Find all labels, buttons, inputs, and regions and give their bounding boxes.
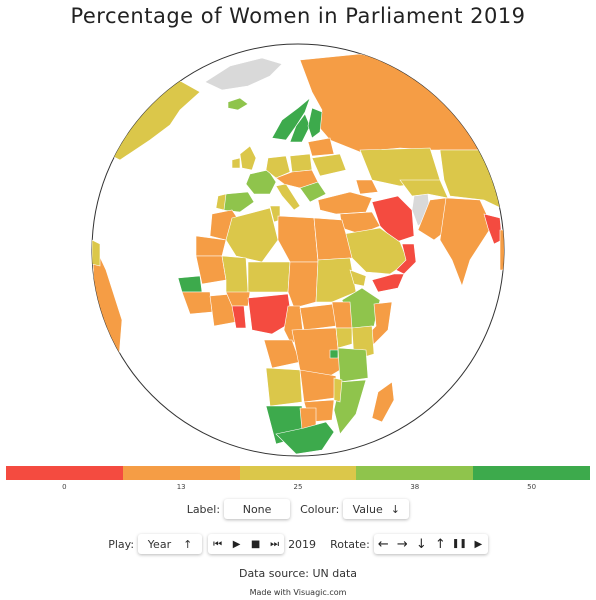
region-sudan[interactable]: [315, 257, 357, 303]
region-car[interactable]: [299, 303, 337, 331]
region-south-africa[interactable]: [275, 421, 335, 455]
playback-buttons: ⏮ ▶ ■ ⏭: [208, 534, 285, 554]
color-legend: [6, 466, 590, 480]
legend-swatch: [122, 466, 240, 480]
legend-swatch: [473, 466, 590, 480]
region-sweden[interactable]: [289, 113, 311, 143]
legend-ticks: 0 13 25 38 50: [6, 483, 590, 495]
region-eritrea[interactable]: [349, 269, 367, 287]
play-rotate-controls: Play: Year ↑ ⏮ ▶ ■ ⏭ 2019 Rotate: ← → ↓ …: [0, 534, 596, 554]
rotate-play-icon[interactable]: ▶: [474, 538, 483, 550]
region-uk[interactable]: [239, 145, 257, 171]
region-chad[interactable]: [287, 261, 319, 309]
rotate-caption: Rotate:: [330, 537, 370, 551]
region-rwanda[interactable]: [329, 349, 339, 359]
region-tanzania[interactable]: [337, 347, 369, 383]
year-readout: 2019: [288, 537, 317, 551]
legend-tick-label: 0: [62, 483, 67, 491]
globe-svg[interactable]: [0, 30, 596, 460]
rotate-up-icon[interactable]: ↑: [434, 536, 446, 552]
play-caption: Play:: [108, 537, 135, 551]
legend-tick-label: 25: [293, 483, 303, 491]
pause-icon[interactable]: ❚❚: [451, 539, 467, 549]
map-title: Percentage of Women in Parliament 2019: [70, 4, 526, 28]
region-ukraine[interactable]: [311, 153, 347, 177]
region-russia[interactable]: [299, 53, 501, 153]
label-colour-controls: Label: None Colour: Value ↓: [0, 499, 596, 519]
region-ghana[interactable]: [231, 305, 247, 329]
region-greenland[interactable]: [204, 57, 283, 91]
region-portugal[interactable]: [215, 193, 227, 211]
rotate-buttons: ← → ↓ ↑ ❚❚ ▶: [373, 534, 488, 554]
region-caucasus[interactable]: [355, 179, 379, 195]
play-icon[interactable]: ▶: [232, 538, 241, 550]
region-egypt[interactable]: [313, 217, 353, 261]
label-select-value: None: [242, 502, 272, 516]
region-burkina[interactable]: [225, 291, 251, 307]
region-germany[interactable]: [265, 155, 291, 179]
legend-tick-label: 38: [410, 483, 420, 491]
region-turkey[interactable]: [317, 191, 373, 215]
region-zambia[interactable]: [299, 369, 337, 403]
skip-end-icon[interactable]: ⏭: [270, 538, 280, 550]
data-source: Data source: UN data: [238, 567, 358, 580]
countries-layer: [92, 53, 510, 455]
region-iceland[interactable]: [227, 97, 249, 111]
globe-map[interactable]: [0, 30, 596, 460]
region-poland[interactable]: [289, 153, 313, 173]
region-mali[interactable]: [221, 255, 249, 295]
play-dimension-select[interactable]: Year ↑: [138, 534, 203, 554]
colour-caption: Colour:: [300, 502, 340, 516]
region-angola[interactable]: [265, 367, 303, 407]
arrow-up-icon: ↑: [183, 537, 193, 551]
legend-swatch: [356, 466, 474, 480]
skip-start-icon[interactable]: ⏮: [213, 538, 223, 550]
legend-tick-label: 13: [176, 483, 186, 491]
play-select-value: Year: [147, 537, 172, 551]
region-niger[interactable]: [247, 261, 291, 293]
rotate-right-icon[interactable]: →: [396, 536, 408, 552]
arrow-down-icon: ↓: [390, 502, 401, 516]
region-norway[interactable]: [271, 97, 311, 141]
colour-select[interactable]: Value ↓: [343, 499, 410, 519]
rotate-down-icon[interactable]: ↓: [415, 536, 427, 552]
legend-tick-label: 50: [527, 483, 537, 491]
region-central-america[interactable]: [92, 239, 101, 267]
label-select[interactable]: None: [224, 499, 291, 519]
region-nepal-bd[interactable]: [483, 213, 503, 245]
label-caption: Label:: [186, 502, 221, 516]
region-ireland[interactable]: [231, 157, 241, 169]
rotate-left-icon[interactable]: ←: [377, 536, 389, 552]
colour-select-value: Value: [352, 502, 383, 516]
region-nigeria[interactable]: [247, 293, 293, 335]
region-yemen[interactable]: [371, 273, 405, 293]
region-finland[interactable]: [307, 107, 323, 139]
region-belarus[interactable]: [307, 137, 335, 157]
legend-swatch: [6, 466, 123, 480]
region-senegal[interactable]: [177, 275, 203, 293]
region-malawi[interactable]: [333, 377, 343, 403]
region-uganda[interactable]: [335, 327, 353, 349]
region-india[interactable]: [439, 197, 493, 287]
region-madagascar[interactable]: [371, 381, 395, 423]
region-mozambique[interactable]: [333, 379, 367, 435]
legend-swatch: [239, 466, 357, 480]
stop-icon[interactable]: ■: [250, 538, 261, 550]
region-central-asia[interactable]: [399, 179, 449, 199]
region-balkans[interactable]: [299, 181, 327, 203]
region-myanmar[interactable]: [499, 229, 510, 271]
made-with-credit[interactable]: Made with Visuagic.com: [249, 588, 347, 597]
